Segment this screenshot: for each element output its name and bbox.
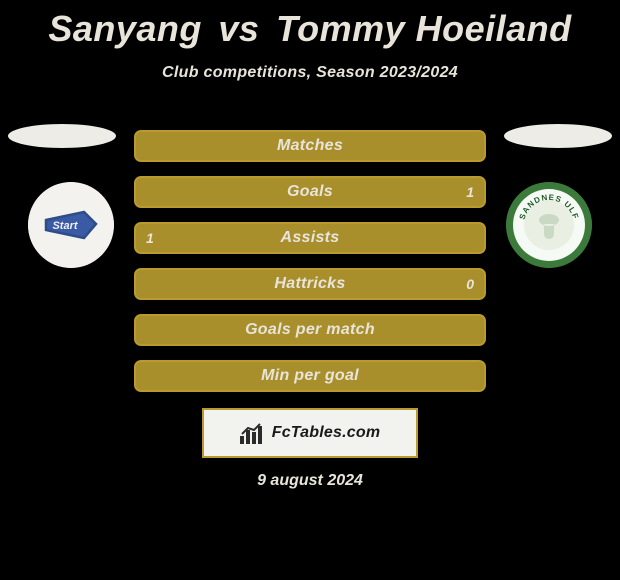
stat-row-goals: Goals 1 — [134, 176, 486, 208]
logo-left-text: Start — [52, 220, 78, 232]
page-title: Sanyang vs Tommy Hoeiland — [0, 0, 620, 50]
stat-label: Matches — [277, 137, 343, 155]
player1-club-logo: Start — [28, 182, 114, 268]
stat-row-min-per-goal: Min per goal — [134, 360, 486, 392]
title-player2: Tommy Hoeiland — [276, 8, 572, 49]
stat-label: Assists — [280, 229, 339, 247]
player2-name-oval — [504, 124, 612, 148]
stat-row-matches: Matches — [134, 130, 486, 162]
stat-label: Goals — [287, 183, 333, 201]
stat-value-right: 1 — [466, 178, 474, 206]
stat-row-goals-per-match: Goals per match — [134, 314, 486, 346]
brand-text: FcTables.com — [272, 424, 381, 442]
sandnes-ulf-logo-icon: SANDNES ULF — [506, 182, 592, 268]
player1-name-oval — [8, 124, 116, 148]
comparison-panel: Start SANDNES ULF Matches Goals 1 1 — [0, 130, 620, 490]
stat-rows: Matches Goals 1 1 Assists Hattricks 0 Go… — [134, 130, 486, 392]
stat-row-hattricks: Hattricks 0 — [134, 268, 486, 300]
title-vs: vs — [218, 8, 259, 49]
start-logo-icon: Start — [28, 182, 114, 268]
bar-chart-icon — [240, 422, 266, 444]
subtitle: Club competitions, Season 2023/2024 — [0, 64, 620, 82]
stat-value-left: 1 — [146, 224, 154, 252]
stat-row-assists: 1 Assists — [134, 222, 486, 254]
stat-value-right: 0 — [466, 270, 474, 298]
stat-label: Hattricks — [274, 275, 345, 293]
player2-club-logo: SANDNES ULF — [506, 182, 592, 268]
stat-label: Goals per match — [245, 321, 375, 339]
brand-box[interactable]: FcTables.com — [202, 408, 418, 458]
date-label: 9 august 2024 — [0, 472, 620, 490]
stat-label: Min per goal — [261, 367, 359, 385]
title-player1: Sanyang — [48, 8, 202, 49]
